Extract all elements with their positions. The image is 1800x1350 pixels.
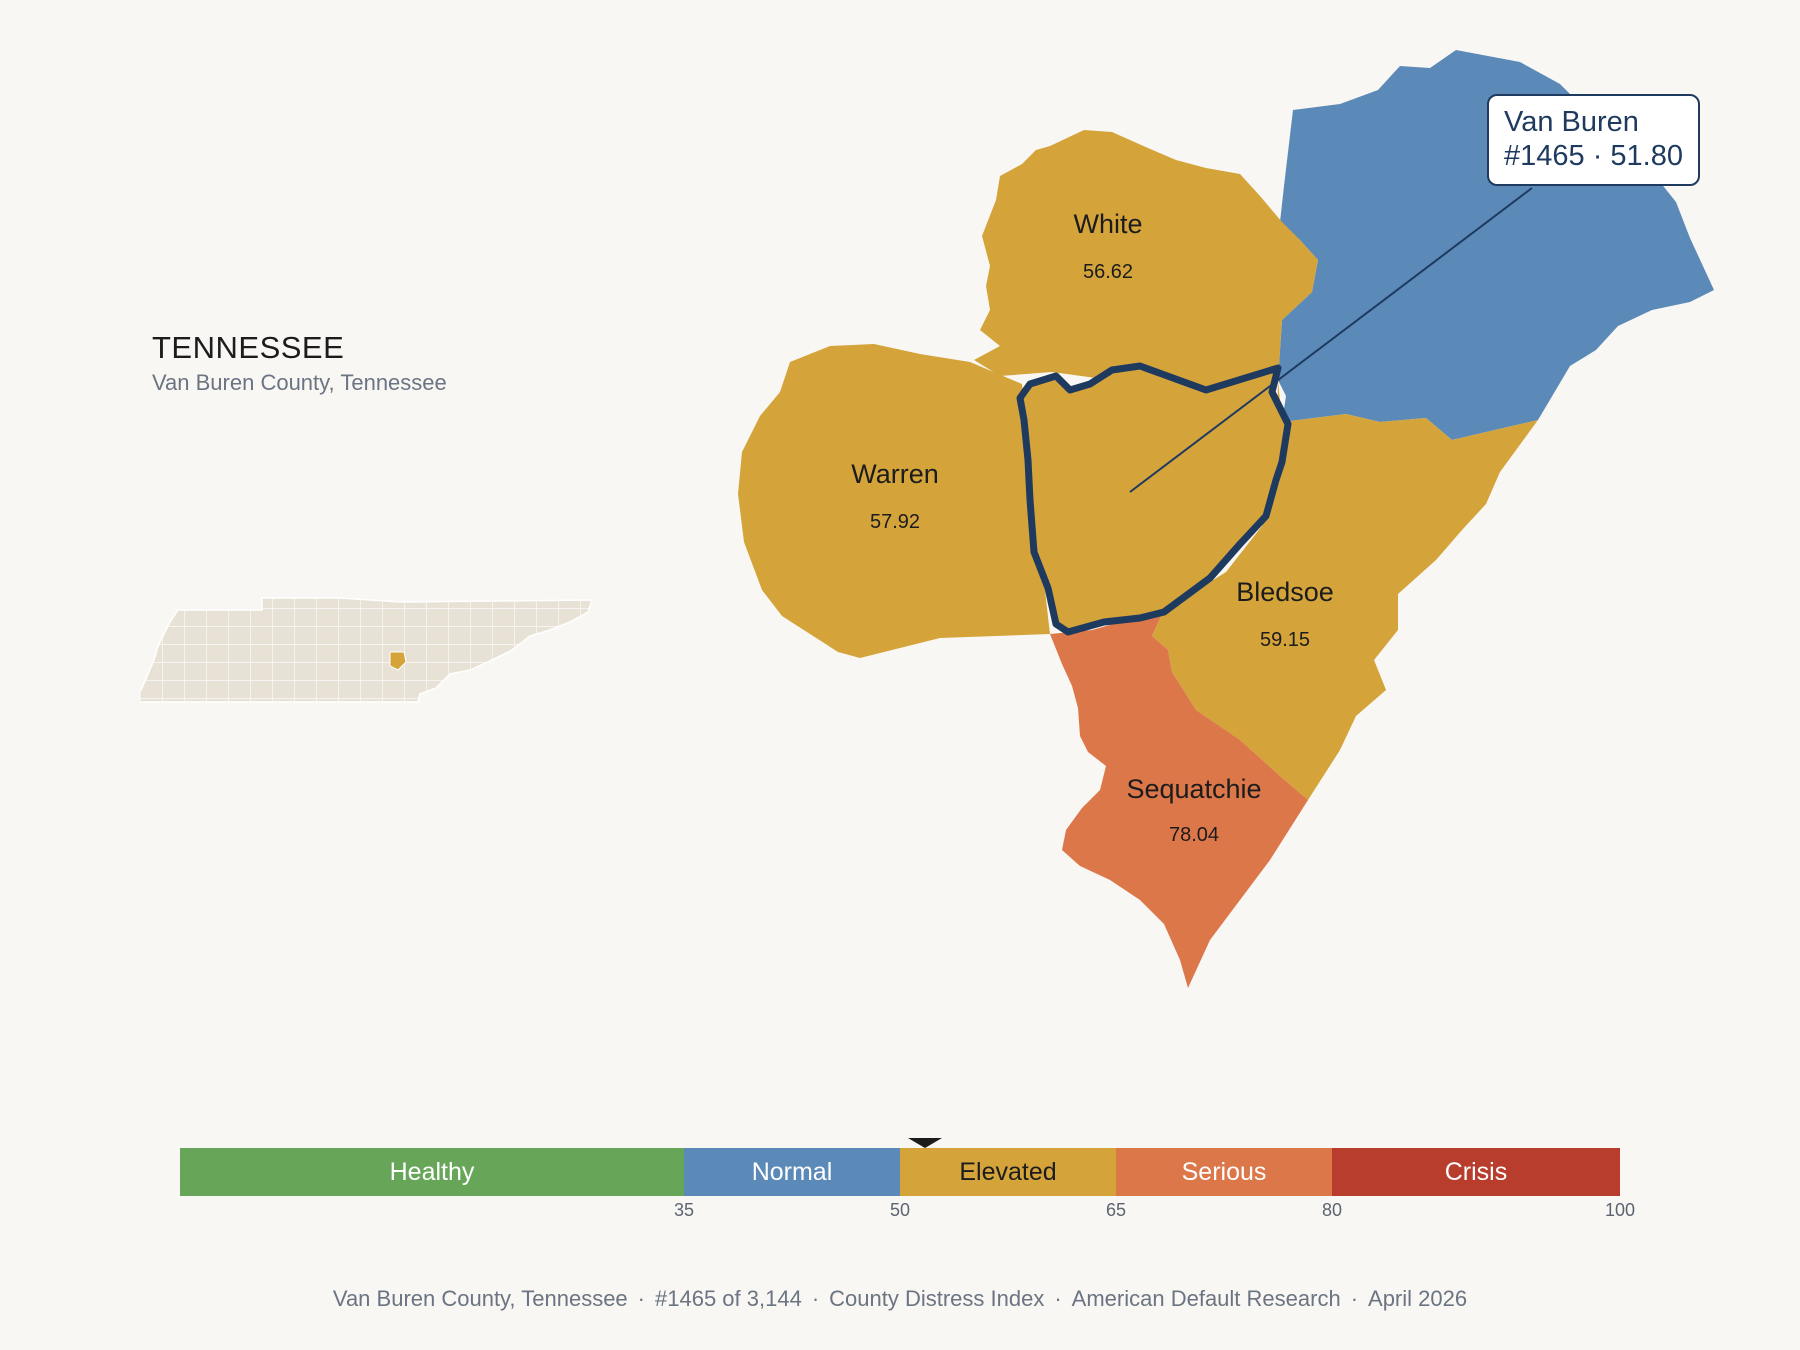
county-value-white: 56.62	[1083, 261, 1133, 283]
footer-source: American Default Research	[1071, 1286, 1341, 1311]
legend-segment-normal: Normal	[684, 1148, 900, 1196]
footer-credits: Van Buren County, Tennessee · #1465 of 3,1…	[332, 1286, 1468, 1311]
callout-leader-line	[1129, 187, 1533, 493]
county-label-bledsoe: Bledsoe	[1236, 577, 1334, 607]
tennessee-outline	[140, 597, 594, 703]
county-sequatchie[interactable]	[1050, 614, 1308, 988]
legend-label-normal: Normal	[751, 1157, 833, 1186]
county-map: White 56.62 Warren 57.92 Bledsoe 59.15 S…	[738, 50, 1714, 988]
legend-segment-elevated: Elevated	[900, 1148, 1116, 1196]
map-header: TENNESSEE Van Buren County, Tennessee	[152, 330, 447, 396]
tick-80: 80	[1321, 1200, 1343, 1220]
footer-county: Van Buren County, Tennessee	[332, 1286, 628, 1311]
legend-label-elevated: Elevated	[959, 1157, 1057, 1186]
callout-county-name: Van Buren	[1504, 106, 1639, 138]
county-label-sequatchie: Sequatchie	[1126, 774, 1261, 804]
tick-100: 100	[1604, 1200, 1636, 1220]
highlight-callout: Van Buren #1465 · 51.80	[1487, 94, 1700, 186]
footer-date: April 2026	[1368, 1286, 1468, 1311]
legend-label-crisis: Crisis	[1444, 1157, 1508, 1186]
county-label-warren: Warren	[851, 459, 939, 489]
state-locator-map	[140, 597, 594, 703]
tick-65: 65	[1105, 1200, 1127, 1220]
legend-segment-healthy: Healthy	[180, 1148, 684, 1196]
legend-label-healthy: Healthy	[389, 1157, 475, 1186]
county-van-buren[interactable]	[1016, 362, 1292, 636]
county-value-sequatchie: 78.04	[1169, 824, 1219, 846]
legend-ticks: 35 50 65 80 100	[0, 1200, 1800, 1224]
county-label-white: White	[1073, 209, 1142, 239]
legend-segment-serious: Serious	[1116, 1148, 1332, 1196]
county-bledsoe[interactable]	[1152, 380, 1538, 800]
score-marker	[908, 1138, 942, 1148]
county-subtitle: Van Buren County, Tennessee	[152, 370, 447, 395]
county-white[interactable]	[974, 130, 1318, 390]
county-warren[interactable]	[738, 344, 1050, 658]
distress-legend: Healthy Normal Elevated Serious Crisis	[180, 1148, 1620, 1196]
footer-index: County Distress Index	[829, 1286, 1045, 1311]
county-value-bledsoe: 59.15	[1260, 629, 1310, 651]
legend-segment-crisis: Crisis	[1332, 1148, 1620, 1196]
tick-50: 50	[889, 1200, 911, 1220]
tick-35: 35	[673, 1200, 695, 1220]
legend-label-serious: Serious	[1181, 1157, 1267, 1186]
van-buren-locator	[389, 651, 407, 671]
state-title: TENNESSEE	[152, 330, 345, 365]
footer-rank: #1465 of 3,144	[655, 1286, 802, 1311]
callout-rank-score: #1465 · 51.80	[1504, 140, 1683, 172]
county-value-warren: 57.92	[870, 511, 920, 533]
